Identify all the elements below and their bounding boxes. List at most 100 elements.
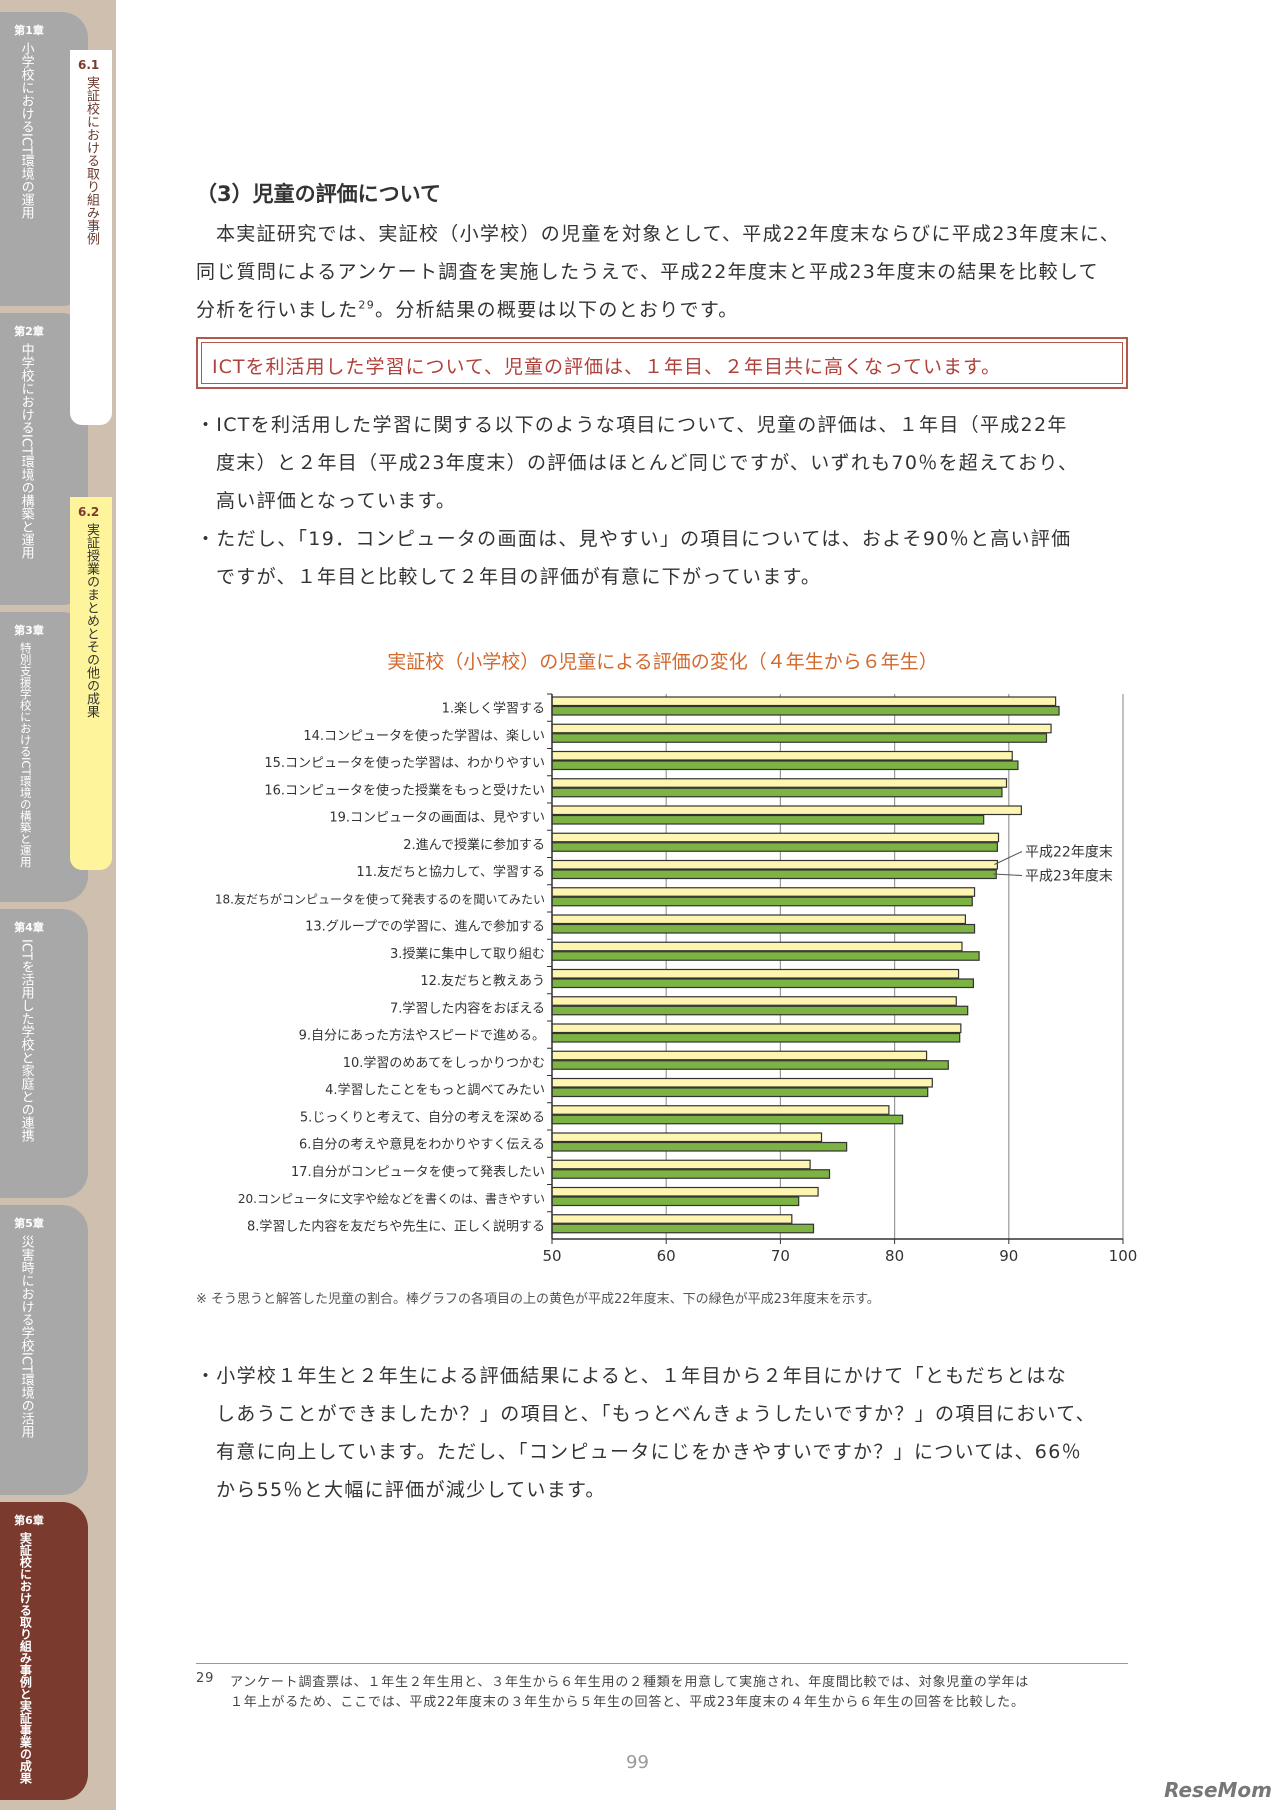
chapter-title: ICTを活用した学校と家庭との連携	[18, 939, 34, 1142]
bar-h23	[551, 1032, 961, 1043]
bar-h23	[551, 1169, 831, 1179]
category-label: 1.楽しく学習する	[442, 701, 545, 717]
category-label: 20.コンピュータに文字や絵などを書くのは、書きやすい	[238, 1191, 545, 1206]
bar-h23	[551, 1223, 815, 1234]
bar-h23	[551, 1114, 904, 1125]
bar-h22	[551, 1050, 928, 1061]
chapter-tab-6[interactable]: 第6章 実証校における取り組み事例と実証事業の成果	[0, 1502, 88, 1800]
bar-h22	[551, 1105, 890, 1115]
category-label: 8.学習した内容を友だちや先生に、正しく説明する	[247, 1218, 545, 1234]
chapter-title: 小学校におけるICT環境の運用	[18, 42, 34, 219]
bar-h23	[551, 1087, 929, 1098]
bar-h23	[551, 814, 985, 825]
chapter-tab-4[interactable]: 第4章 ICTを活用した学校と家庭との連携	[0, 909, 88, 1198]
section-title: 実証授業のまとめとその他の成果	[84, 523, 99, 718]
bar-h23	[551, 978, 974, 989]
footnote-number: 29	[196, 1671, 215, 1686]
category-label: 10.学習のめあてをしっかりつかむ	[343, 1055, 545, 1071]
bar-h23	[551, 760, 1019, 771]
legend-label: 平成23年度末	[1025, 869, 1113, 885]
bar-h22	[551, 859, 998, 870]
intro-line: 同じ質問によるアンケート調査を実施したうえで、平成22年度末と平成23年度末の結…	[196, 261, 1099, 283]
bar-h23	[551, 787, 1003, 798]
bullet-line: しあうことができましたか？」の項目と、「もっとべんきょうしたいですか？」の項目に…	[216, 1403, 1096, 1425]
bar-h23	[551, 733, 1048, 743]
x-tick-label: 90	[999, 1247, 1018, 1265]
bullet-line: から55％と大幅に評価が減少しています。	[216, 1479, 606, 1501]
bullet-line: ・ICTを利活用した学習に関する以下のような項目について、児童の評価は、１年目（…	[196, 414, 1068, 436]
legend-leader	[993, 873, 1023, 876]
bar-h23	[551, 896, 973, 907]
chapter-title: 特別支援学校におけるICT環境の構築と運用	[18, 642, 33, 868]
bullet-line: ですが、１年目と比較して２年目の評価が有意に下がっています。	[216, 566, 822, 588]
bar-h22	[551, 750, 1013, 761]
bullet-line: 度末）と２年目（平成23年度末）の評価はほとんど同じですが、いずれも70％を超え…	[216, 452, 1079, 474]
category-label: 11.友だちと協力して、学習する	[356, 864, 545, 880]
category-label: 18.友だちがコンピュータを使って発表するのを聞いてみたい	[215, 891, 545, 906]
intro-line: 本実証研究では、実証校（小学校）の児童を対象として、平成22年度末ならびに平成2…	[216, 223, 1121, 245]
bar-h22	[551, 1132, 823, 1143]
category-label: 16.コンピュータを使った授業をもっと受けたい	[264, 782, 545, 798]
category-label: 2.進んで授業に参加する	[403, 837, 545, 853]
category-label: 3.授業に集中して取り組む	[390, 946, 545, 962]
chapter-sidebar: 第1章 小学校におけるICT環境の運用 第2章 中学校におけるICT環境の構築と運用…	[0, 0, 116, 1810]
category-label: 9.自分にあった方法やスピードで進める。	[299, 1028, 545, 1044]
bar-h22	[551, 996, 957, 1006]
chapter-tab-5[interactable]: 第5章 災害時における学校ICT環境の活用	[0, 1205, 88, 1495]
category-label: 13.グループでの学習に、進んで参加する	[305, 919, 545, 935]
category-label: 12.友だちと教えあう	[420, 973, 545, 989]
bar-h23	[551, 869, 997, 880]
bar-h22	[551, 887, 976, 897]
summary-text: ICTを利活用した学習について、児童の評価は、１年目、２年目共に高くなっています…	[212, 356, 1002, 378]
bar-h22	[551, 1214, 793, 1224]
intro-text: 。分析結果の概要は以下のとおりです。	[375, 299, 739, 321]
footnote-divider	[196, 1663, 1128, 1664]
category-label: 15.コンピュータを使った学習は、わかりやすい	[264, 755, 545, 771]
footnote-line: １年上がるため、ここでは、平成22年度末の３年生から５年生の回答と、平成23年度…	[230, 1695, 1025, 1710]
bar-h22	[551, 832, 1000, 843]
chapter-title: 中学校におけるICT環境の構築と運用	[18, 343, 34, 559]
bar-h23	[551, 923, 976, 934]
page-number: 99	[626, 1752, 649, 1773]
bullet-line: ・小学校１年生と２年生による評価結果によると、１年目から２年目にかけて「ともだち…	[196, 1365, 1068, 1387]
chart-note: ※ そう思うと解答した児童の割合。棒グラフの各項目の上の黄色が平成22年度末、下…	[196, 1292, 880, 1307]
x-tick-label: 80	[885, 1247, 904, 1265]
category-label: 6.自分の考えや意見をわかりやすく伝える	[299, 1137, 545, 1153]
legend-label: 平成22年度末	[1025, 845, 1113, 861]
bar-h23	[551, 1196, 800, 1207]
chapter-number: 第5章	[14, 1217, 44, 1230]
bar-h22	[551, 805, 1022, 816]
bar-h22	[551, 1159, 811, 1170]
bar-h23	[551, 842, 998, 852]
x-tick-label: 100	[1109, 1247, 1138, 1265]
chapter-number: 第6章	[14, 1514, 44, 1527]
footnote-ref[interactable]: 29	[358, 298, 376, 312]
x-tick-label: 60	[657, 1247, 676, 1265]
legend-leader	[994, 851, 1023, 865]
section-title: 実証校における取り組み事例	[84, 76, 99, 245]
bar-h22	[551, 696, 1057, 707]
bar-h23	[551, 951, 980, 961]
chapter-number: 第4章	[14, 921, 44, 934]
chapter-number: 第1章	[14, 24, 44, 37]
section-tab-6-2[interactable]: 6.2 実証授業のまとめとその他の成果	[70, 497, 112, 870]
category-label: 19.コンピュータの画面は、見やすい	[329, 811, 545, 826]
category-label: 14.コンピュータを使った学習は、楽しい	[303, 728, 545, 744]
bar-h23	[551, 705, 1060, 716]
category-label: 5.じっくりと考えて、自分の考えを深める	[300, 1110, 545, 1125]
bar-h22	[551, 941, 963, 952]
bar-h22	[551, 1186, 819, 1197]
section-heading: （3）児童の評価について	[196, 182, 441, 206]
bar-h22	[551, 1023, 962, 1034]
section-tab-6-1[interactable]: 6.1 実証校における取り組み事例	[70, 50, 112, 425]
chart-title: 実証校（小学校）の児童による評価の変化（４年生から６年生）	[387, 651, 938, 673]
bar-h22	[551, 778, 1008, 788]
x-tick-label: 70	[771, 1247, 790, 1265]
bar-h23	[551, 1141, 848, 1152]
x-tick-label: 50	[542, 1247, 561, 1265]
summary-box: ICTを利活用した学習について、児童の評価は、１年目、２年目共に高くなっています…	[196, 337, 1128, 389]
footnote-line: アンケート調査票は、１年生２年生用と、３年生から６年生用の２種類を用意して実施さ…	[230, 1675, 1030, 1690]
section-number: 6.1	[78, 58, 100, 72]
bullet-line: 有意に向上しています。ただし、「コンピュータにじをかきやすいですか？」については…	[216, 1441, 1082, 1463]
category-label: 17.自分がコンピュータを使って発表したい	[291, 1164, 545, 1180]
